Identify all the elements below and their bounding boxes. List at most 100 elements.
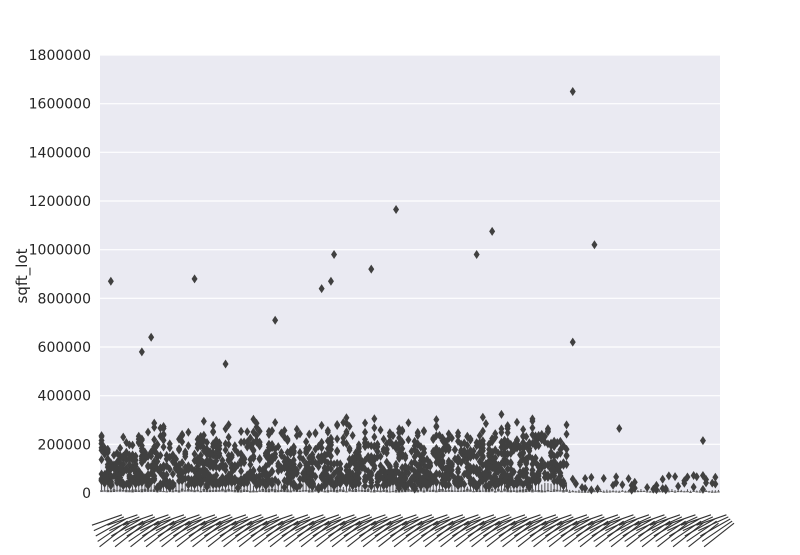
- outlier-point: [114, 463, 121, 473]
- x-tick-label: [295, 516, 326, 532]
- outlier-point: [318, 284, 325, 294]
- outlier-point: [327, 451, 334, 461]
- x-tick-label: [107, 514, 138, 526]
- outlier-point: [520, 448, 527, 458]
- outlier-point: [427, 461, 434, 471]
- x-tick-label: [496, 516, 528, 532]
- outlier-point: [272, 449, 279, 459]
- outlier-point: [572, 479, 579, 489]
- outlier-point: [498, 409, 505, 419]
- outlier-point: [148, 451, 155, 461]
- x-tick-label: [486, 522, 518, 548]
- outlier-point: [228, 452, 235, 462]
- outlier-point: [306, 429, 313, 439]
- outlier-point: [362, 476, 369, 486]
- outlier-point: [250, 466, 257, 476]
- x-tick-label: [574, 516, 605, 532]
- x-tick-label: [262, 514, 293, 526]
- y-tick-label: 1600000: [29, 97, 91, 113]
- outlier-point: [312, 472, 319, 482]
- outlier-point: [222, 359, 229, 369]
- outlier-points: [98, 87, 719, 495]
- box: [202, 489, 206, 492]
- x-tick-label: [99, 522, 130, 548]
- box: [432, 489, 435, 492]
- x-tick-label: [246, 514, 278, 526]
- outlier-point: [346, 443, 353, 453]
- outlier-point: [563, 459, 570, 469]
- x-tick-label: [269, 522, 301, 548]
- outlier-point: [163, 470, 170, 480]
- outlier-point: [238, 466, 245, 476]
- outlier-point: [117, 443, 124, 453]
- x-tick-label: [327, 518, 359, 537]
- outlier-point: [535, 476, 542, 486]
- outlier-point: [371, 461, 378, 471]
- x-tick-label: [533, 522, 564, 548]
- x-tick-label: [680, 514, 712, 526]
- outlier-point: [433, 476, 440, 486]
- outlier-point: [479, 412, 486, 422]
- x-tick-label: [672, 522, 704, 548]
- outlier-point: [123, 455, 130, 465]
- x-tick-label: [544, 518, 576, 537]
- outlier-point: [210, 427, 217, 437]
- x-tick-label: [699, 518, 731, 537]
- outlier-point: [504, 464, 511, 474]
- x-tick-label: [219, 518, 251, 537]
- outlier-point: [293, 468, 300, 478]
- x-tick-label: [409, 522, 440, 548]
- outlier-point: [296, 460, 303, 470]
- outlier-point: [402, 474, 409, 484]
- outlier-point: [250, 414, 257, 424]
- outlier-point: [672, 472, 679, 482]
- outlier-point: [203, 437, 210, 447]
- x-tick-label: [572, 514, 603, 526]
- outlier-point: [169, 469, 176, 479]
- x-tick-label: [372, 516, 404, 532]
- outlier-point: [244, 478, 251, 488]
- x-tick-label: [310, 516, 342, 532]
- x-tick-label: [651, 516, 683, 532]
- outlier-point: [523, 432, 530, 442]
- outlier-point: [523, 459, 530, 469]
- box: [441, 489, 444, 492]
- outlier-point: [513, 417, 520, 427]
- outlier-point: [250, 476, 257, 486]
- outlier-point: [123, 449, 130, 459]
- x-tick-label: [93, 516, 125, 532]
- outlier-point: [455, 431, 462, 441]
- outlier-point: [510, 467, 517, 477]
- outlier-point: [371, 423, 378, 433]
- outlier-point: [250, 427, 257, 437]
- outlier-point: [362, 434, 369, 444]
- x-tick-label: [324, 514, 355, 526]
- outlier-point: [405, 418, 412, 428]
- outlier-point: [331, 250, 338, 260]
- x-tick-label: [463, 514, 495, 526]
- outlier-point: [433, 415, 440, 425]
- box: [224, 489, 227, 493]
- outlier-point: [98, 432, 105, 442]
- outlier-point: [284, 434, 291, 444]
- outlier-point: [309, 458, 316, 468]
- x-tick-label: [603, 514, 634, 526]
- x-tick-label: [234, 518, 266, 537]
- y-tick-label: 200000: [38, 437, 91, 453]
- outlier-point: [482, 419, 489, 429]
- outlier-point: [513, 436, 520, 446]
- outlier-point: [343, 413, 350, 423]
- box: [466, 488, 469, 492]
- outlier-point: [337, 464, 344, 474]
- x-tick-label: [231, 514, 262, 526]
- outlier-point: [563, 451, 570, 461]
- outlier-point: [439, 450, 446, 460]
- outlier-point: [123, 465, 130, 475]
- outlier-point: [275, 477, 282, 487]
- x-tick-label: [510, 514, 541, 526]
- outlier-point: [250, 445, 257, 455]
- outlier-point: [222, 445, 229, 455]
- outlier-point: [569, 474, 576, 484]
- outlier-point: [318, 443, 325, 453]
- x-tick-label: [393, 522, 425, 548]
